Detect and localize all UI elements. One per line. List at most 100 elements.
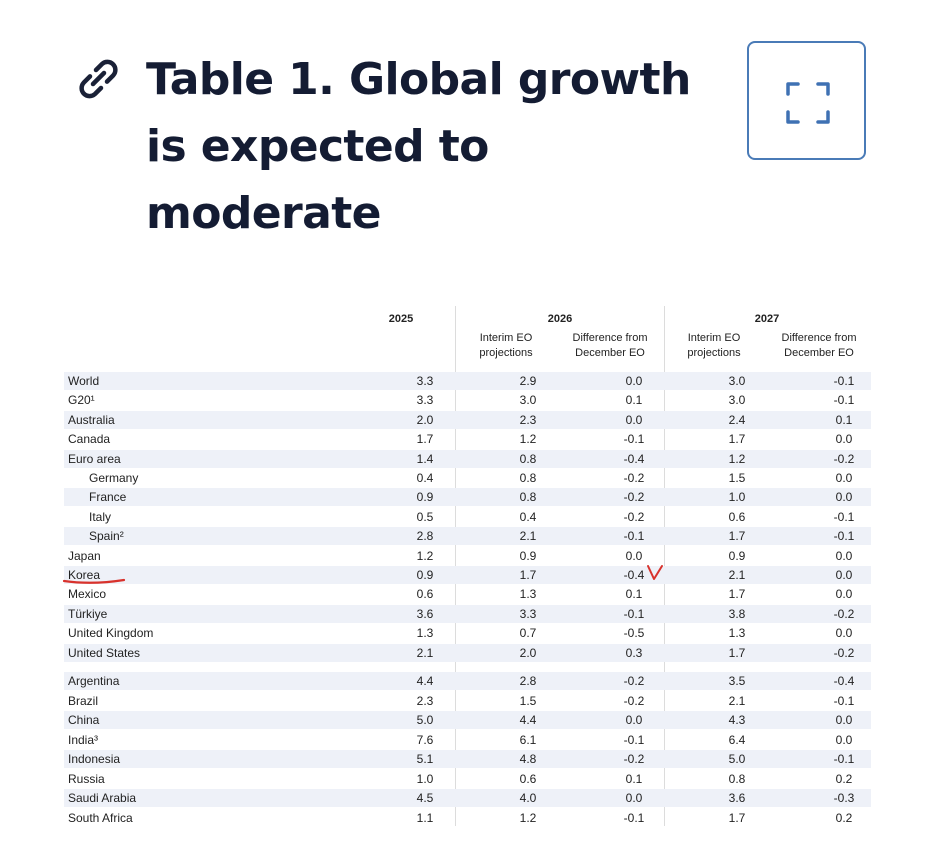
value-2025: 2.1	[416, 645, 434, 660]
country-name: Argentina	[68, 674, 120, 688]
value-interim-2026: 6.1	[519, 732, 537, 747]
header-2027: 2027	[754, 313, 780, 325]
table-row: Korea 0.9 1.7 -0.4 2.1 0.0	[64, 566, 871, 584]
value-interim-2026: 2.0	[519, 645, 537, 660]
link-icon[interactable]	[74, 56, 124, 102]
table-row: China 5.0 4.4 0.0 4.3 0.0	[64, 711, 871, 729]
value-difference-2027: 0.0	[835, 713, 853, 727]
value-interim-2026: 4.4	[519, 713, 537, 727]
value-difference-2027: 0.1	[835, 412, 853, 427]
value-difference-2027: 0.0	[835, 568, 853, 582]
table-row: Canada 1.7 1.2 -0.1 1.7 0.0	[64, 430, 871, 448]
table-row: Japan 1.2 0.9 0.0 0.9 0.0	[64, 547, 871, 565]
subheader-interim-2027: Interim EO projections	[674, 331, 754, 361]
value-interim-2027: 4.3	[728, 713, 746, 727]
value-interim-2027: 1.7	[728, 645, 746, 660]
country-name: Germany	[89, 471, 139, 485]
value-interim-2027: 3.8	[728, 606, 746, 621]
value-interim-2026: 0.7	[519, 626, 537, 641]
value-interim-2026: 2.1	[519, 529, 537, 544]
header-2026: 2026	[547, 313, 573, 325]
value-interim-2027: 3.6	[728, 791, 746, 805]
value-interim-2026: 1.2	[519, 432, 537, 447]
value-interim-2026: 2.9	[519, 374, 537, 388]
value-interim-2027: 3.5	[728, 674, 746, 688]
value-interim-2027: 1.2	[728, 451, 746, 466]
value-difference-2026: -0.1	[623, 606, 645, 621]
value-2025: 2.3	[416, 693, 434, 708]
value-interim-2027: 0.9	[728, 548, 746, 563]
country-name: India³	[68, 732, 99, 747]
value-difference-2027: -0.1	[833, 529, 855, 544]
red-underline-annotation	[62, 578, 126, 584]
table-row: Russia 1.0 0.6 0.1 0.8 0.2	[64, 770, 871, 788]
value-difference-2026: -0.5	[623, 626, 645, 641]
table-row: Argentina 4.4 2.8 -0.2 3.5 -0.4	[64, 672, 871, 690]
subheader-line: Difference from	[781, 332, 857, 344]
value-interim-2027: 1.7	[728, 810, 746, 825]
value-interim-2026: 0.8	[519, 451, 537, 466]
country-name: G20¹	[68, 393, 95, 408]
value-interim-2026: 1.2	[519, 810, 537, 825]
value-difference-2027: 0.0	[835, 548, 853, 563]
table-row: World 3.3 2.9 0.0 3.0 -0.1	[64, 372, 871, 390]
value-interim-2027: 2.1	[728, 693, 746, 708]
expand-button[interactable]	[747, 41, 866, 160]
country-name: Australia	[68, 412, 115, 427]
value-difference-2027: 0.0	[835, 432, 853, 447]
value-interim-2027: 2.1	[728, 568, 746, 582]
red-checkmark-annotation	[647, 565, 663, 580]
value-interim-2027: 1.7	[728, 529, 746, 544]
value-interim-2026: 4.8	[519, 752, 537, 766]
value-difference-2027: 0.0	[835, 490, 853, 505]
table-row: Spain² 2.8 2.1 -0.1 1.7 -0.1	[64, 527, 871, 546]
country-name: South Africa	[68, 810, 133, 825]
country-name: Canada	[68, 432, 111, 447]
value-interim-2027: 3.0	[728, 374, 746, 388]
value-difference-2026: -0.2	[623, 752, 645, 766]
value-difference-2027: -0.1	[833, 374, 855, 388]
value-difference-2026: 0.0	[625, 548, 643, 563]
table-row: Indonesia 5.1 4.8 -0.2 5.0 -0.1	[64, 750, 871, 768]
value-2025: 0.9	[416, 490, 434, 505]
value-difference-2026: -0.4	[623, 451, 645, 466]
value-interim-2027: 0.8	[728, 771, 746, 786]
value-2025: 2.0	[416, 412, 434, 427]
title-line: is expected to	[146, 121, 489, 172]
subheader-line: Interim EO	[687, 332, 741, 344]
subheader-interim-2026: Interim EO projections	[466, 331, 546, 361]
value-interim-2026: 3.0	[519, 393, 537, 408]
value-difference-2026: -0.2	[623, 471, 645, 485]
country-name: Spain²	[89, 529, 124, 544]
value-difference-2026: -0.2	[623, 693, 645, 708]
table-row: India³ 7.6 6.1 -0.1 6.4 0.0	[64, 731, 871, 749]
value-interim-2026: 0.9	[519, 548, 537, 563]
value-interim-2026: 0.8	[519, 490, 537, 505]
value-difference-2026: 0.1	[625, 771, 643, 786]
value-difference-2026: 0.0	[625, 412, 643, 427]
subheader-line: December EO	[575, 347, 645, 359]
value-2025: 4.4	[416, 674, 434, 688]
table-row: Brazil 2.3 1.5 -0.2 2.1 -0.1	[64, 692, 871, 710]
value-interim-2027: 5.0	[728, 752, 746, 766]
value-2025: 1.4	[416, 451, 434, 466]
value-interim-2027: 1.7	[728, 432, 746, 447]
country-name: Indonesia	[68, 752, 121, 766]
value-interim-2026: 1.3	[519, 587, 537, 602]
value-difference-2027: 0.0	[835, 732, 853, 747]
value-difference-2027: 0.0	[835, 471, 853, 485]
value-2025: 3.6	[416, 606, 434, 621]
value-difference-2026: -0.2	[623, 674, 645, 688]
value-difference-2027: -0.2	[833, 451, 855, 466]
country-name: China	[68, 713, 100, 727]
table-row: Germany 0.4 0.8 -0.2 1.5 0.0	[64, 469, 871, 487]
value-2025: 0.5	[416, 509, 434, 524]
country-name: World	[68, 374, 100, 388]
value-2025: 1.7	[416, 432, 434, 447]
country-name: Korea	[68, 568, 101, 582]
value-interim-2027: 1.3	[728, 626, 746, 641]
title-line: Table 1. Global growth	[146, 54, 691, 105]
value-2025: 7.6	[416, 732, 434, 747]
country-name: Italy	[89, 509, 112, 524]
